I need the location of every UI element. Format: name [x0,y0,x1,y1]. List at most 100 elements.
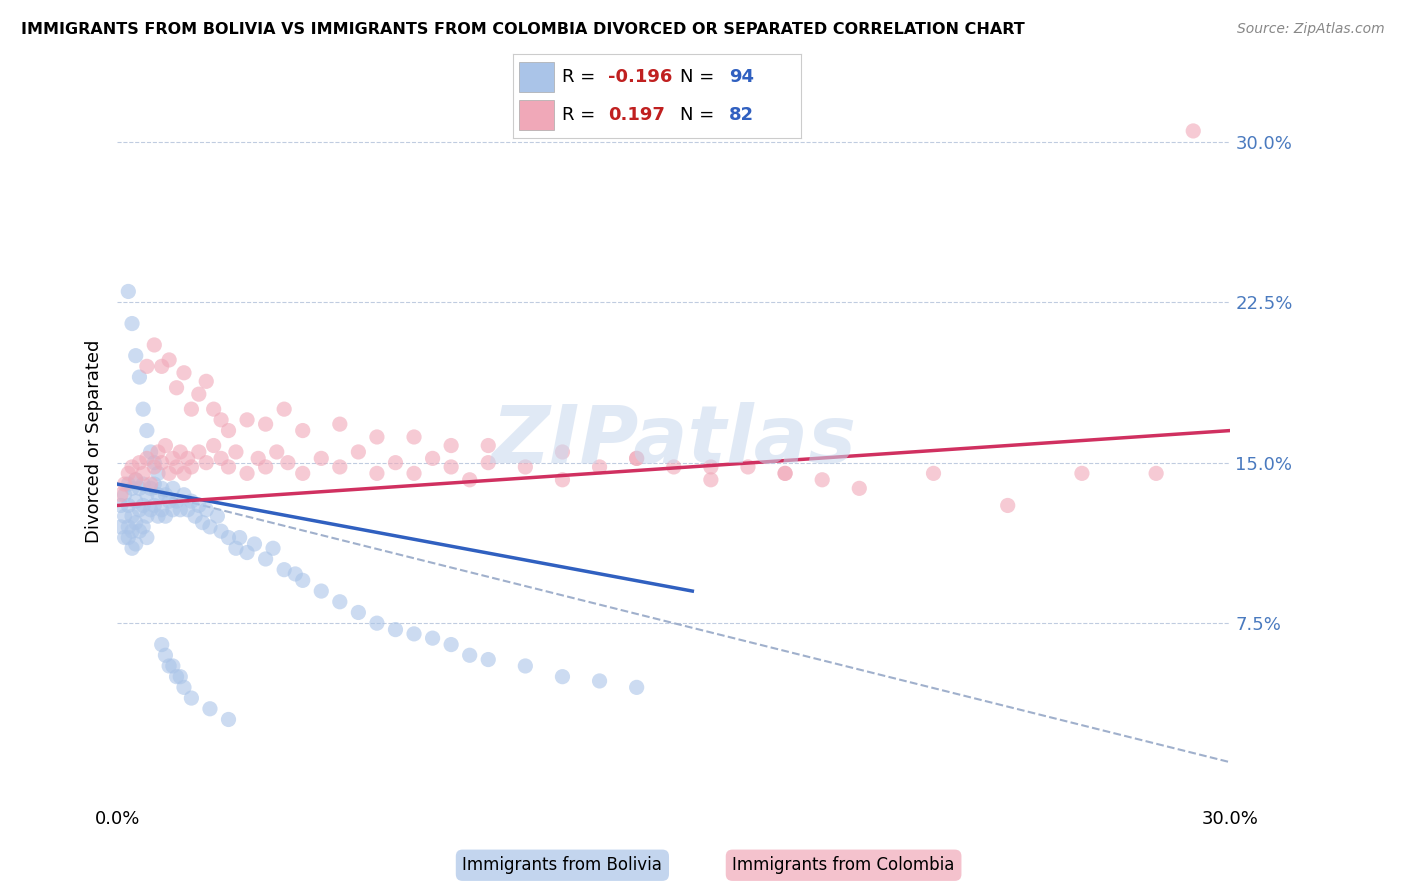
Point [135,451,157,466]
Point [157,494,180,508]
Text: N =: N = [681,69,720,87]
Point [202,438,225,452]
Point [132,402,155,417]
Point [117,477,139,491]
Point [117,499,139,513]
Point [143,459,166,474]
Point [254,552,277,566]
Point [209,524,232,538]
Point [173,681,195,695]
Point [128,370,150,384]
Point [128,502,150,516]
Point [155,438,177,452]
Point [440,459,463,474]
Point [180,494,202,508]
Point [366,467,388,481]
Point [225,445,247,459]
Point [110,499,132,513]
Point [198,520,221,534]
Point [247,451,270,466]
Text: 0.197: 0.197 [609,105,665,123]
Point [551,445,574,459]
Point [402,627,425,641]
Point [114,509,136,524]
Point [477,456,499,470]
Point [166,670,188,684]
Point [202,402,225,417]
Point [588,459,610,474]
Point [422,631,444,645]
Point [384,456,406,470]
Point [1182,124,1205,138]
Point [187,445,209,459]
Point [191,516,214,530]
Point [402,430,425,444]
Point [157,467,180,481]
Point [150,502,173,516]
Point [169,670,191,684]
Point [173,366,195,380]
Point [997,499,1019,513]
Point [128,481,150,495]
Point [187,387,209,401]
Point [139,481,162,495]
Point [114,488,136,502]
Point [195,502,218,516]
Y-axis label: Divorced or Separated: Divorced or Separated [86,340,103,543]
Point [440,438,463,452]
Point [132,477,155,491]
Point [110,488,132,502]
Point [162,481,184,495]
Point [180,691,202,706]
Point [132,467,155,481]
Point [700,473,723,487]
Point [155,648,177,663]
Point [173,467,195,481]
Point [366,616,388,631]
Point [114,531,136,545]
Point [422,451,444,466]
Point [662,459,685,474]
Point [773,467,796,481]
Point [1071,467,1094,481]
Point [309,451,332,466]
Point [146,467,169,481]
Point [187,499,209,513]
Point [155,509,177,524]
Point [150,456,173,470]
Point [266,445,288,459]
Point [176,451,198,466]
Point [922,467,945,481]
Text: IMMIGRANTS FROM BOLIVIA VS IMMIGRANTS FROM COLOMBIA DIVORCED OR SEPARATED CORREL: IMMIGRANTS FROM BOLIVIA VS IMMIGRANTS FR… [21,22,1025,37]
Text: Immigrants from Bolivia: Immigrants from Bolivia [463,856,662,874]
Point [125,349,148,363]
Point [195,456,218,470]
Point [135,531,157,545]
Point [291,574,314,588]
Point [121,524,143,538]
Point [155,488,177,502]
Point [477,438,499,452]
Point [125,494,148,508]
Point [626,681,648,695]
Bar [519,62,554,92]
Point [195,375,218,389]
Point [110,520,132,534]
Point [166,381,188,395]
Point [121,481,143,495]
Point [458,648,481,663]
Point [176,502,198,516]
Text: N =: N = [681,105,720,123]
Point [169,502,191,516]
Point [236,467,259,481]
Point [329,459,352,474]
Point [146,509,169,524]
Point [166,459,188,474]
Point [291,424,314,438]
Point [139,502,162,516]
Point [150,638,173,652]
Point [384,623,406,637]
Point [117,520,139,534]
Point [347,445,370,459]
Point [143,456,166,470]
